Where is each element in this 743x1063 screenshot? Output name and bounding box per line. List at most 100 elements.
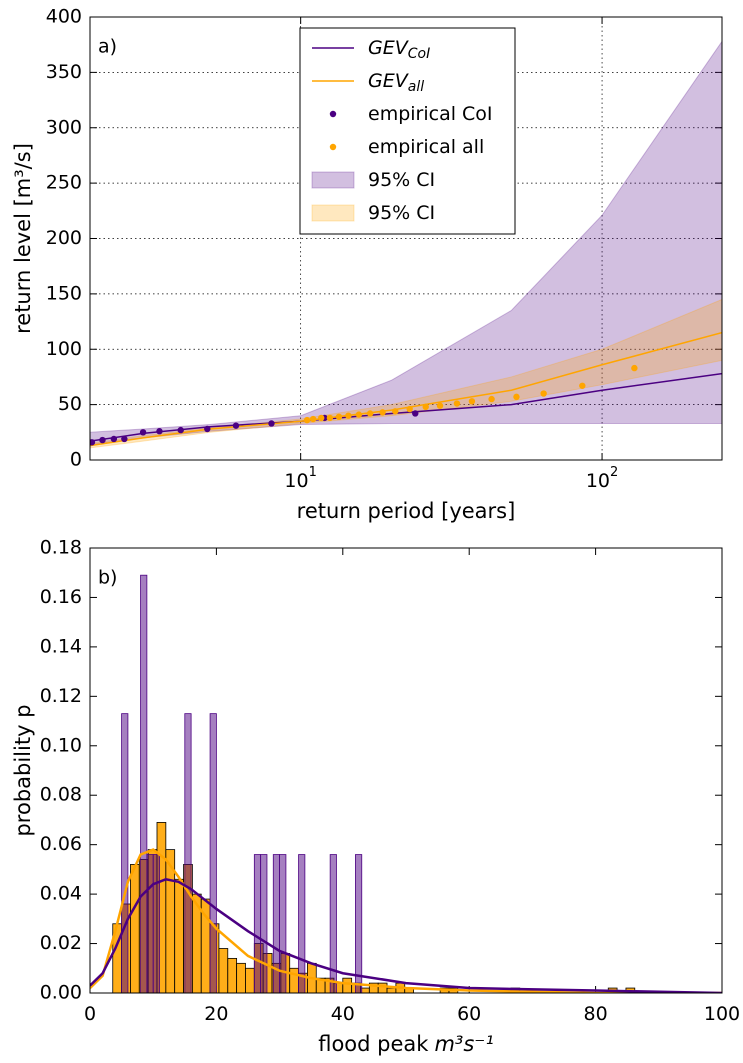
legend-swatch [311, 171, 355, 189]
y-axis-label: return level [m³/s] [11, 143, 35, 334]
line [90, 877, 722, 993]
point [309, 415, 317, 423]
histogram-bar [121, 713, 129, 993]
point [303, 416, 311, 424]
x-tick-label: 0 [84, 1003, 96, 1025]
histogram-bar [174, 878, 184, 993]
point [268, 420, 275, 427]
histogram-bar [260, 854, 268, 993]
panel: 0.00 0.02 0.04 0.06 0.08 0.10 0.12 0.14 0.16 0.18… [11, 537, 740, 1057]
y-tick-label: 50 [58, 393, 82, 415]
x-axis-label-text: return period [years] [297, 499, 516, 523]
legend-name: GEV [368, 70, 410, 92]
y-tick-label: 0.00 [40, 982, 82, 1004]
point [453, 400, 461, 407]
legend-name: empirical CoI [368, 103, 493, 125]
point [631, 364, 638, 372]
y-axis-label: probability p [11, 704, 35, 836]
point [90, 439, 96, 446]
x-tick-text: 100 [704, 1003, 740, 1025]
legend-name: 95% CI [368, 202, 435, 224]
point [436, 402, 444, 409]
legend-name: GEV [368, 37, 410, 59]
point [392, 408, 399, 415]
point [139, 429, 147, 436]
x-axis-label: flood peak m³s⁻¹ [318, 1032, 494, 1056]
y-tick-label: 250 [46, 172, 82, 194]
histogram-bar [152, 854, 160, 993]
point [406, 405, 413, 413]
x-tick-text: 10 [586, 470, 610, 492]
y-tick-label: 0.06 [40, 833, 82, 855]
y-tick-label: 300 [46, 116, 82, 138]
point [110, 435, 118, 443]
x-tick-text: 60 [457, 1003, 481, 1025]
histogram-bar [245, 967, 255, 993]
histogram-bar [272, 854, 280, 993]
point [513, 393, 520, 401]
histogram-bar [130, 864, 140, 993]
point [232, 422, 240, 429]
y-tick-label: 150 [46, 282, 82, 304]
x-tick-exponent: 2 [610, 465, 618, 480]
y-tick-label: 0.18 [40, 537, 82, 559]
point [99, 436, 106, 444]
point [177, 426, 184, 434]
histogram-bar [355, 854, 363, 993]
panel-label: a) [98, 36, 117, 58]
y-tick-label: 0.14 [40, 635, 82, 657]
legend-name: empirical all [368, 136, 484, 158]
confidence-band [90, 40, 722, 445]
plot-area [90, 574, 722, 993]
point [355, 411, 363, 418]
x-tick-label: 102 [586, 465, 618, 492]
y-tick-label: 0.08 [40, 784, 82, 806]
y-tick-label: 400 [46, 6, 82, 28]
histogram-bar [298, 854, 306, 993]
panel-label: b) [98, 567, 117, 589]
x-tick-text: 40 [331, 1003, 355, 1025]
x-tick-label: 101 [284, 465, 316, 492]
legend-name: 95% CI [368, 169, 435, 191]
point [412, 410, 419, 417]
point [579, 382, 586, 389]
histogram-bar [289, 967, 299, 993]
y-tick-label: 200 [46, 227, 82, 249]
point [366, 410, 374, 417]
legend-label: 95% CI [368, 169, 435, 191]
legend-label: empirical all [368, 136, 484, 158]
histogram-bar [227, 957, 238, 993]
x-tick-label: 20 [204, 1003, 228, 1025]
x-tick-label: 100 [704, 1003, 740, 1025]
x-axis-label-unit: m³s⁻¹ [434, 1032, 493, 1056]
x-axis-label: return period [years] [297, 499, 516, 523]
legend-label: empirical CoI [368, 103, 493, 125]
y-tick-label: 0.16 [40, 586, 82, 608]
point [318, 414, 325, 422]
x-axis-label-text: flood peak [318, 1032, 429, 1056]
point [156, 428, 163, 435]
line [90, 848, 722, 993]
y-tick-label: 350 [46, 61, 82, 83]
y-tick-label: 0.04 [40, 883, 82, 905]
histogram-bar [184, 713, 192, 993]
x-tick-label: 40 [331, 1003, 355, 1025]
histogram-bar [146, 854, 154, 993]
point [335, 413, 343, 421]
point [422, 403, 429, 411]
axes-frame [89, 16, 723, 461]
legend-label: GEVall [368, 70, 424, 96]
legend-swatch [329, 110, 337, 118]
histogram-bar [236, 962, 246, 993]
x-tick-label: 60 [457, 1003, 481, 1025]
histogram-bar [253, 854, 262, 993]
y-tick-label: 100 [46, 338, 82, 360]
x-tick-text: 80 [584, 1003, 608, 1025]
histogram-bar [342, 977, 353, 993]
point [488, 395, 495, 403]
axes-frame [89, 547, 723, 994]
x-tick-text: 20 [204, 1003, 228, 1025]
histogram-bar [218, 948, 229, 993]
